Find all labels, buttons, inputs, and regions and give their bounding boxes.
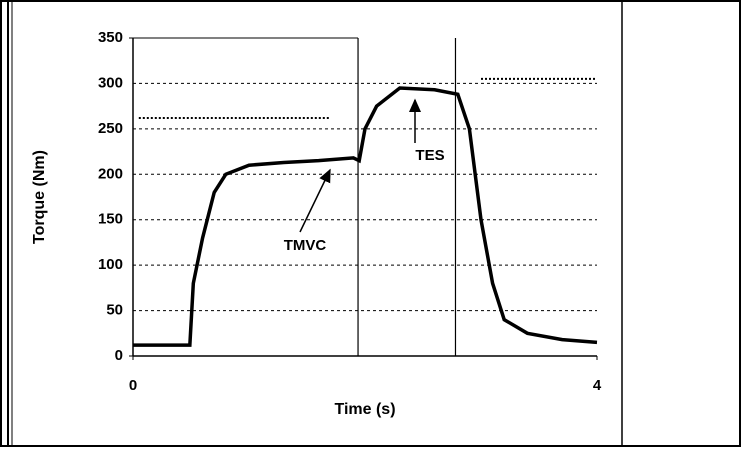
y-tick-label: 200 (98, 165, 123, 182)
x-tick-label: 4 (593, 377, 602, 394)
y-tick-label: 0 (115, 347, 123, 364)
x-axis-title: Time (s) (334, 401, 395, 418)
data-line (133, 86, 598, 347)
y-tick-label: 350 (98, 29, 123, 46)
x-tick-label: 0 (129, 377, 137, 394)
y-tick-label: 300 (98, 74, 123, 91)
y-tick-label: 50 (106, 302, 123, 319)
y-axis-title: Torque (Nm) (31, 150, 48, 244)
annotation-arrow (299, 168, 331, 233)
y-tick-label: 100 (98, 256, 123, 273)
y-tick-label: 250 (98, 120, 123, 137)
y-tick-label: 150 (98, 211, 123, 228)
annotation: TMVC (284, 237, 327, 254)
annotation: TES (415, 147, 444, 164)
